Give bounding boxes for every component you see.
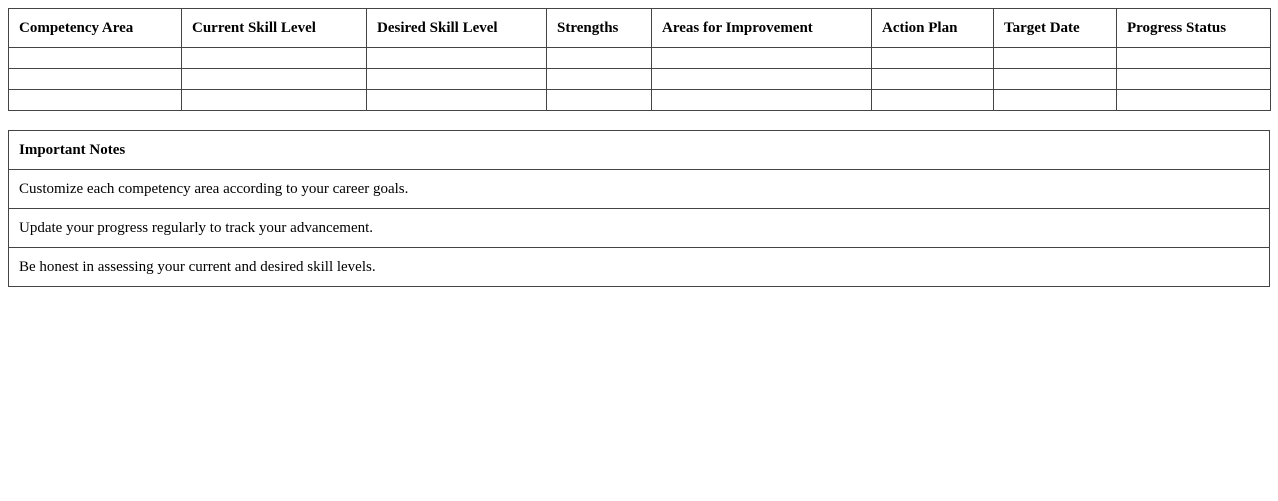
table-cell[interactable] — [181, 47, 367, 69]
table-row — [8, 89, 1271, 111]
note-text: Update your progress regularly to track … — [8, 208, 1270, 248]
table-cell[interactable] — [8, 89, 182, 111]
table-cell[interactable] — [993, 68, 1117, 90]
table-cell[interactable] — [651, 89, 872, 111]
table-cell[interactable] — [993, 89, 1117, 111]
column-header: Current Skill Level — [181, 8, 367, 48]
table-cell[interactable] — [1116, 47, 1271, 69]
table-cell[interactable] — [181, 89, 367, 111]
competency-table: Competency Area Current Skill Level Desire… — [8, 8, 1271, 111]
table-cell[interactable] — [546, 68, 652, 90]
column-header: Target Date — [993, 8, 1117, 48]
table-cell[interactable] — [8, 47, 182, 69]
table-row — [8, 68, 1271, 90]
note-row: Customize each competency area according… — [8, 169, 1270, 209]
note-row: Be honest in assessing your current and … — [8, 247, 1270, 287]
table-cell[interactable] — [546, 89, 652, 111]
table-cell[interactable] — [181, 68, 367, 90]
table-cell[interactable] — [871, 47, 994, 69]
table-cell[interactable] — [871, 89, 994, 111]
table-cell[interactable] — [871, 68, 994, 90]
note-text: Customize each competency area according… — [8, 169, 1270, 209]
table-cell[interactable] — [8, 68, 182, 90]
table-cell[interactable] — [366, 68, 547, 90]
table-cell[interactable] — [366, 47, 547, 69]
notes-title: Important Notes — [8, 130, 1270, 170]
column-header: Desired Skill Level — [366, 8, 547, 48]
column-header: Progress Status — [1116, 8, 1271, 48]
column-header: Areas for Improvement — [651, 8, 872, 48]
table-cell[interactable] — [651, 47, 872, 69]
note-row: Update your progress regularly to track … — [8, 208, 1270, 248]
table-cell[interactable] — [651, 68, 872, 90]
table-cell[interactable] — [366, 89, 547, 111]
table-cell[interactable] — [546, 47, 652, 69]
note-text: Be honest in assessing your current and … — [8, 247, 1270, 287]
column-header: Competency Area — [8, 8, 182, 48]
column-header: Action Plan — [871, 8, 994, 48]
table-cell[interactable] — [1116, 89, 1271, 111]
header-row: Competency Area Current Skill Level Desire… — [8, 8, 1271, 48]
column-header: Strengths — [546, 8, 652, 48]
table-cell[interactable] — [993, 47, 1117, 69]
notes-table: Important Notes Customize each competenc… — [8, 130, 1270, 287]
table-cell[interactable] — [1116, 68, 1271, 90]
table-row — [8, 47, 1271, 69]
